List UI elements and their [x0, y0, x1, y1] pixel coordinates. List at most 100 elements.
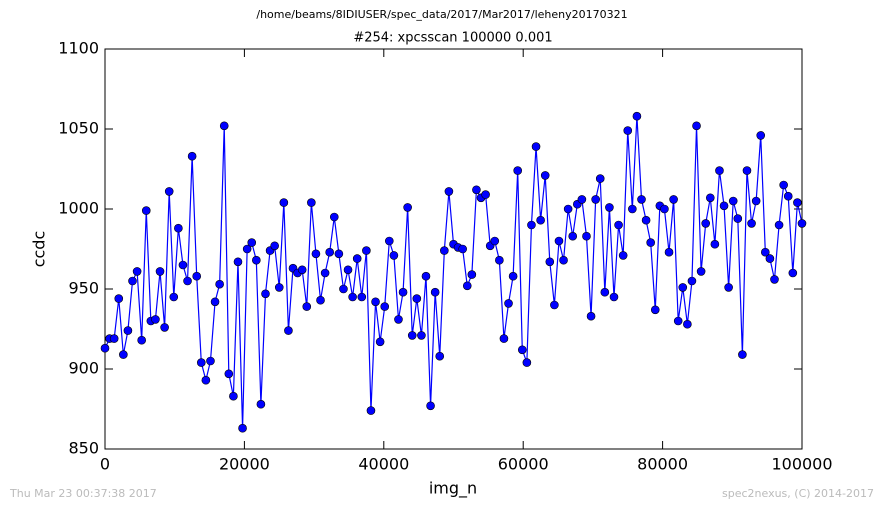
data-point [673, 316, 683, 326]
data-point [123, 326, 133, 335]
data-point [742, 166, 752, 175]
data-point [568, 231, 578, 241]
data-point [169, 292, 179, 302]
chart-title: #254: xpcsscan 100000 0.001 [353, 31, 552, 46]
data-point [160, 323, 169, 332]
plot-frame [104, 48, 803, 450]
data-point [591, 195, 600, 204]
data-point [421, 271, 431, 281]
data-point [669, 195, 678, 204]
data-point [375, 337, 385, 347]
data-point [187, 151, 197, 161]
data-point [462, 281, 472, 291]
data-point [536, 215, 545, 225]
y-tick-label: 950 [68, 279, 99, 298]
data-point [472, 185, 481, 195]
x-tick-label: 80000 [637, 455, 688, 474]
data-point [481, 190, 490, 199]
data-point [559, 255, 568, 265]
data-point [797, 219, 807, 228]
data-point [297, 265, 307, 275]
data-point [618, 251, 628, 260]
y-tick-label: 850 [68, 439, 99, 458]
data-point [600, 287, 610, 297]
data-point [522, 358, 532, 367]
data-point [215, 279, 224, 289]
data-point [151, 315, 160, 324]
data-point [284, 326, 293, 335]
chart-suptitle: /home/beams/8IDIUSER/spec_data/2017/Mar2… [256, 8, 627, 21]
data-point [623, 126, 633, 135]
data-point [650, 305, 660, 315]
data-point [517, 345, 527, 355]
x-tick-label: 100000 [771, 455, 832, 474]
y-tick-label: 1000 [58, 199, 99, 218]
data-point [554, 236, 564, 246]
data-point [733, 214, 743, 223]
data-point [119, 350, 128, 359]
data-point [183, 276, 192, 286]
data-point [141, 206, 151, 215]
data-point [738, 350, 747, 359]
y-tick-label: 1100 [58, 39, 99, 58]
data-point [765, 254, 775, 263]
data-point [100, 343, 110, 353]
data-point [756, 131, 766, 140]
data-point [499, 334, 509, 343]
data-point [403, 203, 412, 212]
data-point [329, 212, 339, 222]
data-point [641, 215, 651, 225]
data-point [710, 239, 720, 249]
data-point [563, 204, 573, 214]
data-point [770, 275, 779, 284]
data-point [586, 311, 596, 321]
data-point [242, 244, 252, 254]
data-point [132, 267, 142, 276]
data-point [229, 391, 238, 401]
data-point [632, 111, 642, 121]
data-point [389, 251, 399, 260]
data-point [531, 142, 541, 151]
data-point [692, 121, 701, 131]
data-point [783, 191, 793, 201]
data-point [219, 121, 229, 131]
data-point [174, 223, 183, 233]
data-point [384, 236, 394, 246]
data-point [724, 283, 733, 292]
data-point [527, 220, 536, 230]
data-point [371, 297, 380, 307]
data-point [380, 302, 390, 311]
y-axis-label: ccdc [30, 231, 49, 268]
footer-left: Thu Mar 23 00:37:38 2017 [9, 487, 157, 500]
data-point [577, 195, 587, 204]
data-point [233, 257, 243, 267]
data-point [540, 171, 550, 180]
data-point [270, 241, 279, 251]
data-point [261, 289, 270, 299]
data-point [325, 247, 334, 257]
data-point [109, 334, 119, 343]
data-point [646, 238, 655, 247]
data-point [715, 166, 724, 175]
y-tick-label: 1050 [58, 119, 99, 138]
data-point [495, 255, 504, 265]
data-point [490, 236, 500, 246]
data-point [412, 294, 422, 303]
data-point [206, 356, 215, 366]
data-point [705, 193, 715, 203]
data-point [274, 283, 284, 292]
data-point [696, 267, 706, 276]
data-point [137, 335, 146, 345]
data-point [128, 276, 137, 286]
data-point [307, 198, 316, 207]
data-point [751, 196, 761, 206]
x-axis-label: img_n [429, 479, 477, 499]
data-point [701, 219, 711, 228]
x-tick-label: 40000 [358, 455, 409, 474]
data-point [407, 331, 417, 340]
data-point [178, 260, 188, 270]
data-point [609, 292, 619, 302]
data-point [788, 268, 798, 278]
data-point [339, 284, 348, 294]
